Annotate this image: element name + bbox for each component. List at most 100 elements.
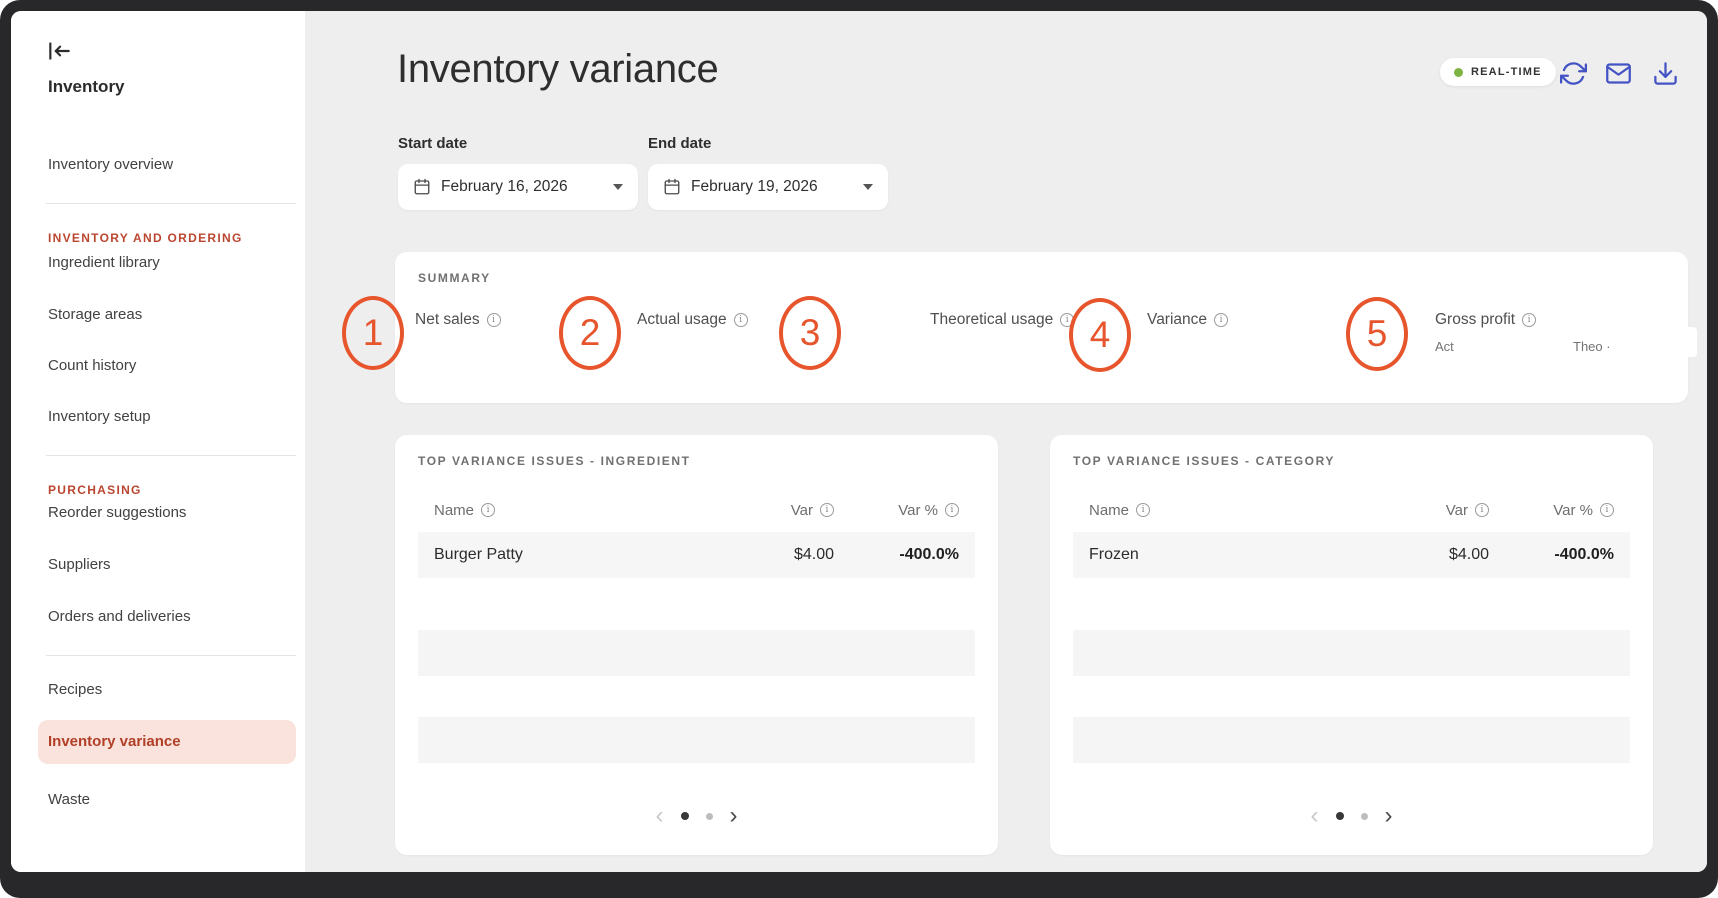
column-header-name: Name <box>1089 502 1384 519</box>
info-icon[interactable] <box>945 503 959 517</box>
gross-profit-theo-label: Theo · <box>1573 339 1611 354</box>
table-row: Burger Patty $4.00 -400.0% <box>418 532 975 578</box>
pagination-dot-active[interactable] <box>1335 812 1344 820</box>
variance-card-category: TOP VARIANCE ISSUES - CATEGORY Name Var … <box>1050 435 1653 855</box>
sidebar-item-suppliers[interactable]: Suppliers <box>48 556 111 573</box>
sidebar-divider <box>46 455 296 456</box>
sidebar-item-reorder-suggestions[interactable]: Reorder suggestions <box>48 504 187 521</box>
empty-row-placeholder <box>418 717 975 763</box>
refresh-icon[interactable] <box>1560 60 1587 87</box>
column-header-var-pct: Var % <box>1489 502 1614 519</box>
app-window: Inventory Inventory overview INVENTORY A… <box>11 11 1707 872</box>
table-row: Frozen $4.00 -400.0% <box>1073 532 1630 578</box>
metric-theoretical-usage: Theoretical usage <box>930 310 1075 330</box>
info-icon[interactable] <box>1600 503 1614 517</box>
calendar-icon <box>413 178 431 196</box>
info-icon[interactable] <box>486 313 501 327</box>
sidebar-divider <box>46 655 296 656</box>
sidebar-item-ingredient-library[interactable]: Ingredient library <box>48 254 160 271</box>
sidebar-item-recipes[interactable]: Recipes <box>48 681 103 698</box>
variance-card-ingredient-title: TOP VARIANCE ISSUES - INGREDIENT <box>418 454 691 468</box>
column-header-var-pct-label: Var % <box>898 501 938 519</box>
start-date-picker[interactable]: February 16, 2026 <box>398 164 638 210</box>
download-icon[interactable] <box>1652 60 1679 87</box>
column-header-var: Var <box>1384 502 1489 519</box>
sidebar-item-storage-areas[interactable]: Storage areas <box>48 306 143 323</box>
pagination-dot[interactable] <box>705 812 713 820</box>
sidebar-item-inventory-variance[interactable]: Inventory variance <box>38 720 296 764</box>
variance-card-ingredient: TOP VARIANCE ISSUES - INGREDIENT Name Va… <box>395 435 998 855</box>
metric-net-sales: Net sales <box>415 310 501 330</box>
column-header-var-pct-label: Var % <box>1553 501 1593 519</box>
info-icon[interactable] <box>1136 503 1151 517</box>
column-header-var-pct: Var % <box>834 502 959 519</box>
column-header-var: Var <box>729 502 834 519</box>
mail-icon[interactable] <box>1605 60 1632 87</box>
empty-row-placeholder <box>1073 630 1630 676</box>
table-header-row: Name Var Var % <box>418 498 975 522</box>
card-pagination: ‹ › <box>1050 801 1653 831</box>
cell-var: $4.00 <box>793 546 834 563</box>
empty-row-placeholder <box>418 630 975 676</box>
cell-name: Frozen <box>1089 546 1139 563</box>
pagination-dot[interactable] <box>1360 812 1368 820</box>
info-icon[interactable] <box>1475 503 1489 517</box>
pagination-prev-icon[interactable]: ‹ <box>1310 802 1319 829</box>
metric-gross-profit-label: Gross profit <box>1435 311 1516 328</box>
end-date-label: End date <box>648 135 712 152</box>
chevron-down-icon <box>613 184 623 190</box>
table-header-row: Name Var Var % <box>1073 498 1630 522</box>
info-icon[interactable] <box>733 313 748 327</box>
sidebar-item-inventory-variance-label: Inventory variance <box>48 733 181 750</box>
summary-peek-card-edge <box>1688 327 1697 357</box>
summary-card-title: SUMMARY <box>418 271 491 285</box>
metric-actual-usage-label: Actual usage <box>637 311 727 328</box>
realtime-badge: REAL-TIME <box>1440 58 1556 86</box>
column-header-var-label: Var <box>1445 501 1468 519</box>
metric-actual-usage: Actual usage <box>637 310 748 330</box>
start-date-value: February 16, 2026 <box>441 178 568 195</box>
metric-gross-profit: Gross profit <box>1435 310 1537 330</box>
empty-row-placeholder <box>1073 717 1630 763</box>
end-date-value: February 19, 2026 <box>691 178 818 195</box>
info-icon[interactable] <box>1214 313 1229 327</box>
sidebar-item-orders-and-deliveries[interactable]: Orders and deliveries <box>48 608 191 625</box>
sidebar-collapse-icon[interactable] <box>46 38 72 64</box>
cell-name: Burger Patty <box>434 546 523 563</box>
sidebar-title: Inventory <box>48 77 125 96</box>
end-date-picker[interactable]: February 19, 2026 <box>648 164 888 210</box>
realtime-badge-label: REAL-TIME <box>1471 66 1542 78</box>
column-header-var-label: Var <box>790 501 813 519</box>
sidebar-item-inventory-overview[interactable]: Inventory overview <box>48 156 174 173</box>
pagination-prev-icon[interactable]: ‹ <box>655 802 664 829</box>
cell-var-pct: -400.0% <box>1554 546 1614 563</box>
main-area: Inventory variance REAL-TIME <box>305 11 1707 872</box>
start-date-label: Start date <box>398 135 468 152</box>
sidebar-section-purchasing: PURCHASING <box>48 483 142 497</box>
realtime-status-dot-icon <box>1454 67 1463 77</box>
info-icon[interactable] <box>820 503 834 517</box>
column-header-name: Name <box>434 502 729 519</box>
sidebar-item-count-history[interactable]: Count history <box>48 357 137 374</box>
info-icon[interactable] <box>1522 313 1537 327</box>
metric-theoretical-usage-label: Theoretical usage <box>930 311 1054 328</box>
cell-var: $4.00 <box>1448 546 1489 563</box>
sidebar-item-inventory-setup[interactable]: Inventory setup <box>48 408 151 425</box>
gross-profit-act-label: Act <box>1435 339 1454 354</box>
info-icon[interactable] <box>481 503 496 517</box>
sidebar-section-inventory-and-ordering: INVENTORY AND ORDERING <box>48 231 243 245</box>
page-title: Inventory variance <box>397 47 719 91</box>
metric-variance-label: Variance <box>1147 311 1208 328</box>
calendar-icon <box>663 178 681 196</box>
pagination-next-icon[interactable]: › <box>729 802 738 829</box>
info-icon[interactable] <box>1060 313 1075 327</box>
metric-net-sales-label: Net sales <box>415 311 480 328</box>
cell-var-pct: -400.0% <box>899 546 959 563</box>
pagination-next-icon[interactable]: › <box>1384 802 1393 829</box>
metric-variance: Variance <box>1147 310 1229 330</box>
sidebar-item-waste[interactable]: Waste <box>48 791 90 808</box>
summary-card: SUMMARY Net sales Actual usage Theoretic… <box>395 252 1688 403</box>
column-header-name-label: Name <box>434 501 475 519</box>
pagination-dot-active[interactable] <box>680 812 689 820</box>
